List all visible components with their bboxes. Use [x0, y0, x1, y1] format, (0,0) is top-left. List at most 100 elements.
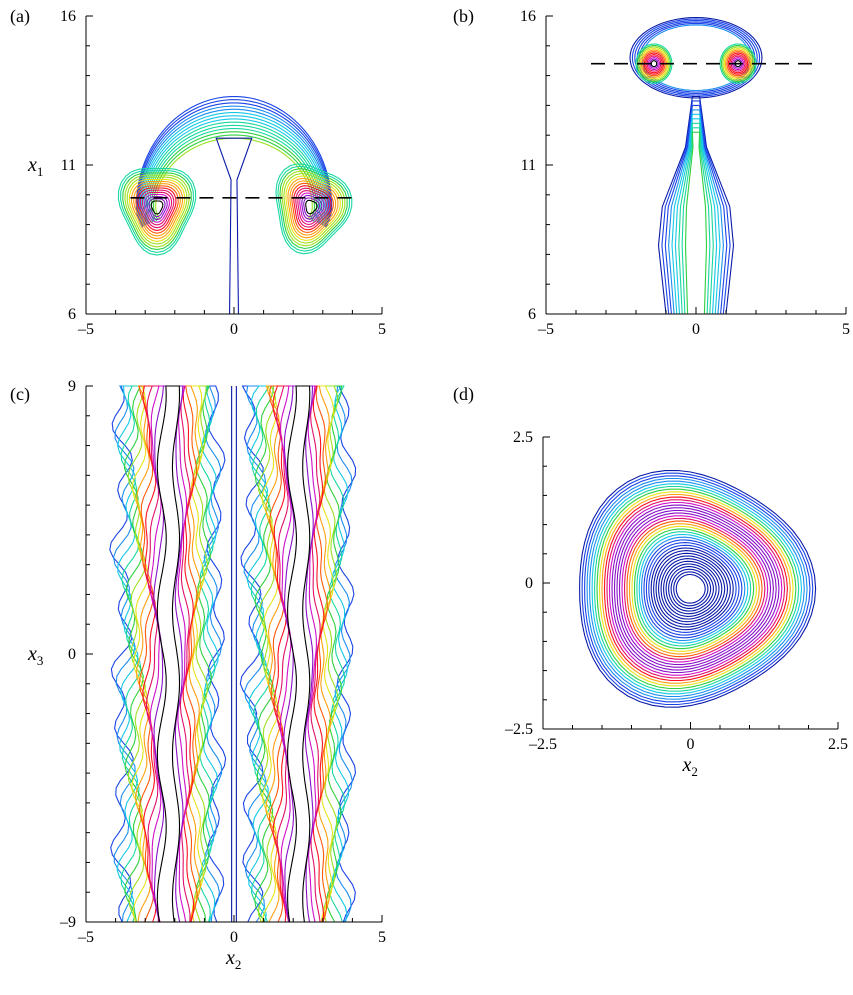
- panel-c: –5 0 5 –9 0 9 x3 x2: [27, 378, 386, 972]
- vortex-core-contour: [275, 163, 353, 255]
- vortex-core-contour: [148, 198, 166, 218]
- cap-contour: [145, 121, 323, 223]
- vortex-core-contour: [128, 178, 186, 242]
- vortex-core-contour: [150, 200, 164, 215]
- column-contour: [258, 385, 339, 923]
- wake-contour: [681, 127, 711, 315]
- vortex-core-contour: [281, 170, 346, 247]
- vortex-core-contour: [126, 176, 188, 245]
- vortex-core-contour: [287, 177, 339, 239]
- column-contour: [116, 385, 219, 923]
- vortex-core-contour: [279, 168, 348, 250]
- vortex-core-contour: [727, 52, 749, 75]
- vortex-core-contour: [122, 172, 192, 251]
- y-tick-label: 0: [68, 646, 76, 663]
- ring-contour: [636, 531, 752, 647]
- column-contour: [138, 385, 198, 923]
- ring-contour: [673, 571, 709, 607]
- ring-contour: [581, 472, 814, 706]
- ring-contour: [589, 480, 805, 698]
- vortex-core-contour: [146, 196, 168, 221]
- wake-contour: [671, 113, 721, 315]
- x-tick-label: 2.5: [828, 736, 848, 753]
- ring-contour: [628, 523, 760, 655]
- vortex-core-contour: [130, 180, 184, 240]
- ring-contour: [603, 496, 788, 682]
- ring-contour: [658, 555, 726, 623]
- y-axis-label: x1: [27, 154, 43, 179]
- vortex-core-contour: [144, 193, 170, 223]
- ring-contour: [611, 504, 780, 674]
- ring-contour: [618, 512, 772, 666]
- vortex-core-contour: [291, 182, 334, 234]
- x-tick-label: –5: [77, 929, 94, 946]
- ring-contour: [660, 558, 723, 620]
- ring-contour: [653, 550, 731, 628]
- vortex-core-contour: [293, 185, 332, 231]
- ring-contour: [670, 568, 712, 609]
- ring-contour: [594, 485, 800, 692]
- ring-contour: [645, 542, 740, 636]
- ring-contour: [638, 533, 749, 644]
- vortex-core-contour: [137, 187, 177, 231]
- vortex-core-contour: [725, 49, 751, 78]
- x-tick-label: –5: [537, 321, 554, 338]
- vortex-core-contour: [303, 197, 320, 218]
- bulb-contour: [631, 18, 761, 98]
- vortex-core-contour: [726, 51, 750, 77]
- bulb-contour: [634, 19, 758, 96]
- ring-contour: [648, 544, 737, 633]
- vortex-core-contour: [723, 48, 753, 80]
- column-contour: [156, 385, 181, 923]
- vortex-core-contour: [139, 189, 175, 229]
- y-tick-label: 6: [68, 306, 76, 323]
- ring-contour: [606, 499, 786, 679]
- ring-contour: [631, 525, 758, 652]
- x-tick-label: 0: [230, 321, 238, 338]
- column-contour: [287, 385, 311, 923]
- wake-contour: [674, 118, 718, 315]
- vortex-core-contour: [277, 165, 351, 252]
- ring-contour: [601, 493, 791, 684]
- ring-contour: [613, 507, 777, 671]
- ring-contour: [616, 509, 774, 668]
- x-tick-label: 5: [378, 321, 386, 338]
- y-tick-label: 2.5: [513, 429, 533, 446]
- x-tick-label: 0: [687, 736, 695, 753]
- vortex-core-contour: [635, 43, 673, 84]
- wake-contour: [678, 122, 714, 315]
- vortex-core-contour: [299, 192, 325, 223]
- panel-label-c: (c): [10, 384, 30, 405]
- ring-contour: [621, 515, 769, 663]
- ring-contour: [598, 491, 794, 687]
- panel-d: –2.5 0 2.5 –2.5 0 2.5 x2: [504, 429, 848, 779]
- x-tick-label: –5: [77, 321, 94, 338]
- x-axis-label: x2: [225, 947, 241, 972]
- bulb-contour: [629, 16, 763, 99]
- y-tick-label: 0: [525, 575, 533, 592]
- ring-contour: [675, 573, 706, 604]
- panel-a: –5 0 5 6 11 16 x1: [27, 8, 386, 338]
- vortex-core-contour: [133, 183, 181, 237]
- wake-contour: [661, 100, 731, 315]
- x-tick-label: –2.5: [528, 736, 557, 753]
- ring-contour: [641, 536, 746, 642]
- ring-contour: [579, 469, 817, 708]
- ring-contour: [655, 552, 729, 625]
- ring-contour: [626, 520, 763, 658]
- vortex-core-contour: [295, 187, 330, 228]
- ring-contour: [623, 517, 766, 660]
- ring-contour: [665, 563, 717, 615]
- wake-contour: [664, 104, 728, 315]
- y-tick-label: 11: [521, 157, 536, 174]
- vortex-core-contour: [135, 185, 179, 234]
- vortex-core-contour: [124, 174, 190, 248]
- column-contour: [109, 385, 227, 923]
- vortex-core-contour: [722, 46, 754, 81]
- vortex-core-contour: [650, 60, 658, 68]
- panel-label-d: (d): [453, 384, 474, 405]
- vortex-core-contour: [289, 180, 337, 236]
- y-tick-label: –9: [59, 914, 76, 931]
- vortex-core-contour: [283, 173, 344, 244]
- cap-contour: [150, 131, 318, 222]
